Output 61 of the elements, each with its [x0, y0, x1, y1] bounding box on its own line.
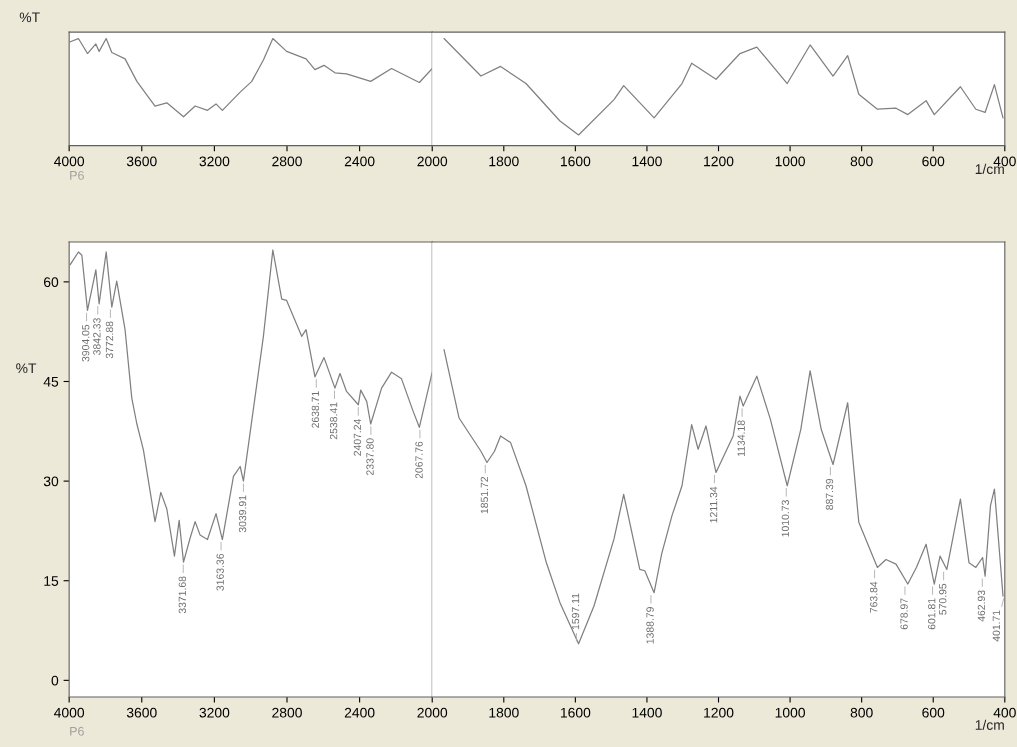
annotation: 763.84	[870, 581, 878, 613]
x-tick-label: 1600	[560, 707, 591, 718]
annotation: 3163.36	[216, 553, 224, 591]
annotation: 1211.34	[709, 486, 718, 523]
annotation: 2538.41	[329, 402, 338, 440]
x-tick-label: 1200	[704, 707, 734, 718]
x-tick-label: 3600	[126, 156, 157, 167]
x-tick-label: 1800	[489, 707, 519, 718]
annotation: 3371.68	[178, 576, 187, 614]
x-tick-label: 1400	[632, 707, 662, 718]
text: P6	[70, 726, 84, 736]
y-tick-label: 45	[43, 376, 59, 387]
y-axis-title: %T	[16, 363, 37, 374]
annotation: 1597.11	[571, 593, 580, 630]
x-tick-label: 1000	[775, 156, 805, 167]
annotation: 3842.33	[93, 318, 101, 355]
x-tick-label: 4000	[54, 156, 85, 167]
text: P6	[70, 170, 84, 180]
x-tick-label: 1800	[489, 156, 519, 167]
x-tick-label: 800	[850, 156, 873, 167]
annotation: 1851.72	[480, 476, 489, 514]
annotation: 678.97	[900, 598, 908, 630]
annotation: 462.93	[977, 590, 986, 622]
x-axis-title: 1/cm	[975, 719, 1004, 730]
annotation: 2638.71	[311, 391, 320, 428]
x-tick-label: 4000	[54, 707, 85, 718]
annotation: 2407.24	[353, 418, 362, 456]
y-tick-label: 60	[44, 277, 59, 288]
annotation: 2337.80	[366, 438, 374, 476]
x-tick-label: 2000	[417, 707, 448, 718]
annotation: 1010.73	[781, 500, 790, 537]
x-tick-label: 400	[993, 707, 1016, 718]
x-tick-label: 800	[850, 707, 873, 718]
x-tick-label: 1600	[560, 156, 591, 167]
annotation: 1134.18	[737, 420, 745, 457]
x-tick-label: 3200	[199, 707, 230, 718]
x-tick-label: 3200	[199, 156, 230, 167]
x-tick-label: 1000	[775, 707, 805, 718]
y-axis-title: %T	[19, 12, 40, 23]
y-tick-label: 30	[43, 476, 59, 487]
x-tick-label: 1200	[704, 156, 734, 167]
annotation: 601.81	[928, 598, 936, 630]
annotation: 1388.79	[646, 607, 654, 644]
x-tick-label: 1400	[632, 156, 662, 167]
annotation: 3772.88	[105, 321, 114, 359]
x-tick-label: 3600	[126, 707, 157, 718]
x-tick-label: 2400	[344, 156, 375, 167]
x-tick-label: 2400	[344, 707, 375, 718]
annotation: 3039.91	[238, 495, 247, 533]
y-tick-label: 15	[44, 576, 59, 586]
annotation: 2067.76	[415, 441, 423, 479]
annotation: 570.95	[939, 583, 947, 615]
x-tick-label: 2800	[272, 707, 302, 718]
annotation: 3904.05	[81, 324, 90, 362]
x-tick-label: 2800	[272, 156, 302, 167]
annotation: 887.39	[825, 478, 834, 510]
x-tick-label: 600	[922, 707, 945, 718]
y-tick-label: 0	[51, 675, 59, 686]
x-tick-label: 600	[922, 156, 945, 167]
x-tick-label: 2000	[417, 156, 448, 167]
annotation: 401.71	[992, 610, 1001, 642]
